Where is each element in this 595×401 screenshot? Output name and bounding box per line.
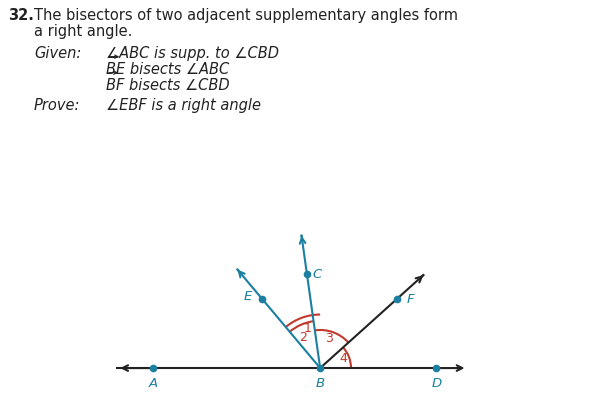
Text: ∠ABC is supp. to ∠CBD: ∠ABC is supp. to ∠CBD [106,46,279,61]
Text: BE bisects ∠ABC: BE bisects ∠ABC [106,62,229,77]
Text: 2: 2 [299,331,306,344]
Text: 32.: 32. [8,8,34,23]
Text: D: D [431,377,441,390]
Text: 4: 4 [339,352,347,365]
Text: F: F [406,293,414,306]
Text: Prove:: Prove: [34,98,80,113]
Text: 3: 3 [325,332,333,345]
Text: The bisectors of two adjacent supplementary angles form: The bisectors of two adjacent supplement… [34,8,458,23]
Text: 1: 1 [303,322,311,335]
Text: C: C [312,268,322,281]
Text: Given:: Given: [34,46,82,61]
Text: B: B [315,377,325,390]
Text: A: A [149,377,158,390]
Text: E: E [243,290,252,303]
Text: BF bisects ∠CBD: BF bisects ∠CBD [106,78,230,93]
Text: a right angle.: a right angle. [34,24,132,39]
Text: ∠EBF is a right angle: ∠EBF is a right angle [106,98,261,113]
